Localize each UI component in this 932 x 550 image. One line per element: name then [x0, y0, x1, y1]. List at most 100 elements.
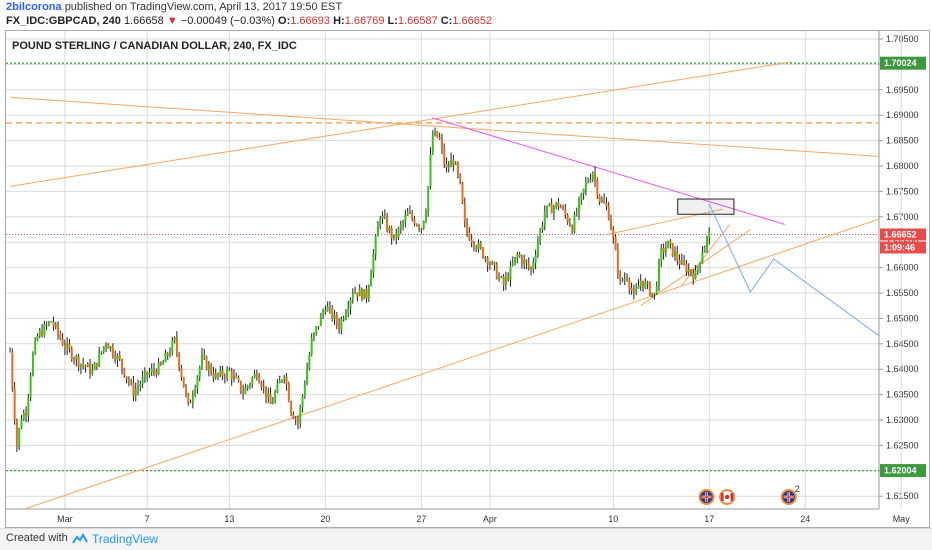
y-tick-label: 1.65000 — [886, 313, 919, 323]
candle-body — [232, 375, 235, 380]
current-price-tag-bg — [880, 228, 926, 241]
candle-body — [258, 377, 261, 383]
candle-body — [482, 247, 485, 258]
candle-body — [125, 376, 128, 380]
candle-body — [573, 214, 576, 233]
candle-body — [15, 420, 18, 447]
candle-body — [107, 344, 110, 349]
candle-body — [388, 227, 391, 231]
candle-body — [187, 393, 190, 403]
candle-body — [468, 232, 471, 240]
candle-body — [155, 371, 158, 375]
candle-body — [427, 186, 430, 213]
author-link[interactable]: 2bilcorona — [6, 1, 62, 13]
candle-body — [73, 359, 76, 361]
candle-body — [450, 159, 453, 168]
candle-body — [223, 376, 226, 378]
canada-flag-right-band — [730, 493, 734, 501]
candle-body — [413, 218, 416, 225]
candle-body — [669, 240, 672, 244]
chart-title: POUND STERLING / CANADIAN DOLLAR, 240, F… — [12, 40, 297, 52]
candle-body — [251, 377, 254, 385]
candle-body — [701, 252, 704, 263]
candle-body — [310, 338, 313, 355]
chart-pane[interactable]: 1.705001.700001.695001.690001.685001.680… — [5, 30, 930, 528]
candle-body — [507, 277, 510, 280]
candle-body — [607, 206, 610, 220]
candle-body — [109, 346, 112, 349]
candle-body — [470, 239, 473, 243]
x-tick-label: 10 — [608, 514, 618, 524]
x-tick-label: May — [893, 514, 911, 524]
candle-body — [370, 272, 373, 287]
candle-body — [395, 234, 398, 238]
candle-body — [57, 324, 60, 334]
candle-body — [150, 368, 153, 373]
candle-body — [335, 314, 338, 324]
x-tick-label: 24 — [800, 514, 810, 524]
candle-body — [596, 180, 599, 196]
candle-body — [77, 356, 80, 368]
candle-body — [610, 219, 613, 230]
candle-body — [383, 215, 386, 218]
candle-body — [255, 373, 258, 378]
candle-body — [344, 312, 347, 319]
candle-body — [541, 225, 544, 230]
candle-body — [552, 206, 555, 214]
candle-body — [189, 402, 192, 404]
low-value: 1.66587 — [397, 15, 438, 27]
candle-body — [578, 199, 581, 213]
candle-body — [660, 247, 663, 262]
open-value: 1.66693 — [290, 15, 331, 27]
price-chart[interactable]: 1.705001.700001.695001.690001.685001.680… — [6, 31, 929, 527]
low-label: L: — [387, 15, 398, 27]
candle-body — [146, 371, 149, 375]
candle-body — [38, 330, 41, 336]
candle-body — [422, 221, 425, 229]
candle-body — [175, 337, 178, 354]
close-label: C: — [440, 15, 453, 27]
candle-body — [260, 382, 263, 388]
y-tick-label: 1.70500 — [886, 34, 919, 44]
candle-body — [137, 386, 140, 390]
candle-body — [356, 292, 359, 297]
candle-body — [365, 289, 368, 299]
candle-body — [639, 280, 642, 287]
candle-body — [322, 311, 325, 316]
candle-body — [47, 321, 50, 325]
candle-body — [685, 264, 688, 273]
candle-body — [164, 353, 167, 363]
candle-body — [527, 262, 530, 268]
candle-body — [662, 247, 665, 253]
candle-body — [207, 365, 210, 370]
candle-body — [292, 413, 295, 419]
candle-body — [530, 267, 533, 270]
candle-body — [443, 148, 446, 164]
candle-body — [216, 373, 219, 376]
candle-body — [705, 237, 708, 248]
candle-body — [203, 354, 206, 358]
candle-body — [166, 353, 169, 356]
candle-body — [36, 335, 39, 341]
candle-body — [555, 202, 558, 207]
candle-body — [91, 369, 94, 374]
candle-body — [454, 163, 457, 165]
candle-body — [121, 359, 124, 369]
event-count-label: 2 — [795, 484, 800, 494]
candle-body — [116, 355, 119, 361]
candle-body — [678, 259, 681, 265]
candle-body — [642, 280, 645, 288]
candle-body — [504, 277, 507, 286]
created-with-text: Created with — [6, 532, 68, 544]
candle-body — [317, 325, 320, 327]
candle-body — [594, 172, 597, 181]
candle-body — [290, 401, 293, 414]
canada-flag-left-band — [721, 493, 724, 501]
candle-body — [328, 306, 331, 308]
candle-body — [13, 388, 16, 421]
candle-body — [495, 264, 498, 279]
candle-body — [612, 229, 615, 238]
tradingview-brand[interactable]: TradingView — [92, 532, 159, 546]
candle-body — [86, 363, 89, 368]
candle-body — [520, 256, 523, 265]
